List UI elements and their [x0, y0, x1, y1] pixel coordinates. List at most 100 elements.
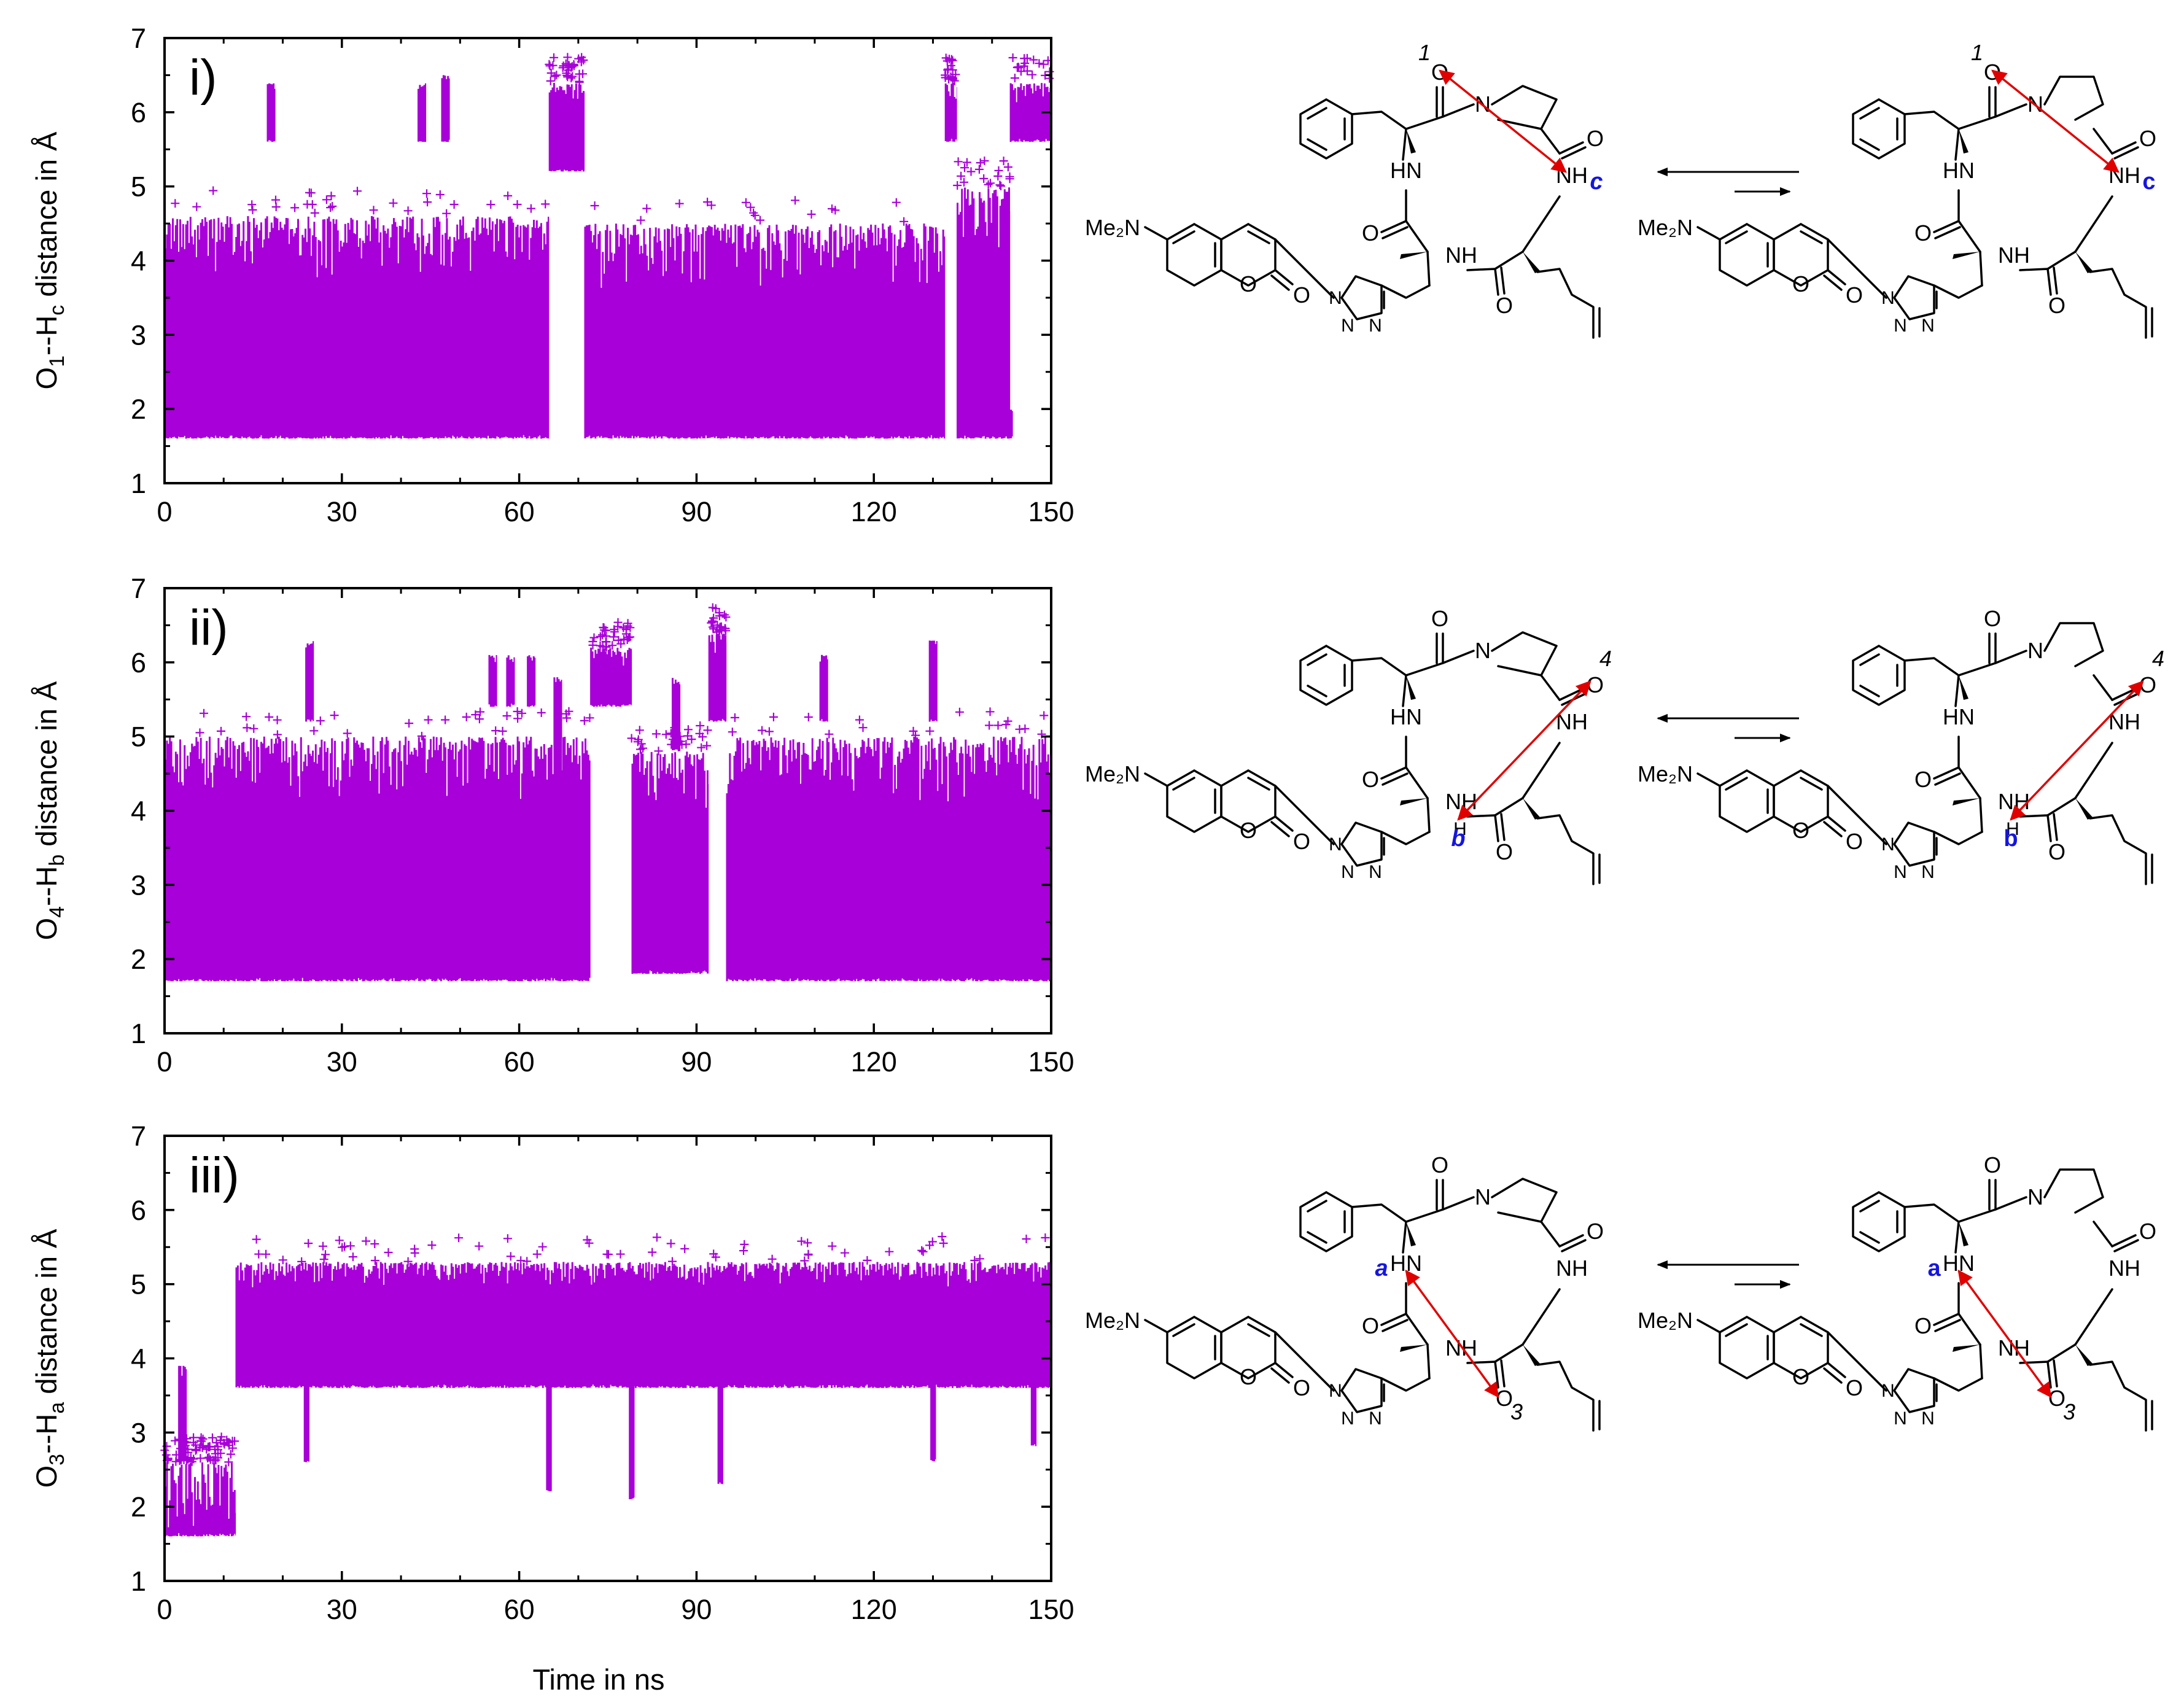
hydrogen-letter-label: c	[2142, 169, 2155, 195]
proline-ring-folded	[1491, 1178, 1558, 1223]
scatter-excursion-3	[506, 655, 515, 707]
y-tick-label: 1	[131, 1018, 146, 1049]
amide-nh-bottom: NH	[1998, 243, 2030, 268]
amide-hydrogen: H	[1453, 819, 1467, 839]
y-tick-label: 7	[131, 23, 146, 54]
scatter-dip-5	[930, 1358, 936, 1462]
phenyl-double-bond	[1307, 1200, 1327, 1213]
ring-oxygen: O	[1792, 1364, 1809, 1389]
amide-nh-right: NH	[2108, 163, 2140, 188]
backbone-top	[1957, 650, 2027, 677]
backbone-bottom	[1405, 1313, 1429, 1346]
x-tick-label: 30	[327, 1046, 357, 1077]
lactone-carbonyl-double	[1823, 1367, 1843, 1384]
coumarin-double	[1725, 777, 1748, 791]
x-tick-label: 0	[157, 1594, 172, 1625]
proline-nitrogen: N	[2027, 1184, 2043, 1209]
phenyl-double-bond	[1859, 653, 1880, 666]
stereo-wedge	[1523, 252, 1540, 273]
equilibrium-arrows-2	[1657, 713, 1799, 743]
triazole-ring	[1340, 275, 1383, 320]
proline-nitrogen: N	[1475, 638, 1491, 663]
proline-carbonyl-oxygen: O	[1587, 672, 1604, 697]
scatter-outliers	[171, 53, 1054, 226]
coumarin-double	[1800, 777, 1823, 791]
y-tick-label: 4	[131, 796, 146, 827]
lactone-carbonyl	[1827, 269, 1846, 285]
stereo-wedge	[1406, 675, 1416, 700]
carbonyl-oxygen-bottom: O	[2048, 839, 2065, 864]
ch2-bond	[1426, 1343, 1431, 1380]
scatter-outliers	[160, 1232, 1050, 1467]
hbond-arrow	[1405, 1270, 1499, 1398]
scatter-excursion-4	[527, 655, 536, 707]
y-axis-title-part: --H	[30, 1414, 63, 1454]
scatter-segment-3	[584, 223, 946, 439]
carbonyl-oxygen: O	[1431, 606, 1448, 631]
ring-oxygen: O	[1240, 818, 1257, 843]
backbone-right	[2074, 742, 2113, 799]
oxygen-number-label: 4	[2152, 646, 2164, 671]
y-tick-label: 1	[131, 468, 146, 499]
x-tick-label: 60	[504, 1046, 535, 1077]
amide-hydrogen: H	[2006, 819, 2019, 839]
backbone-bottom	[2046, 1343, 2077, 1363]
methyl-hash	[1953, 798, 1980, 805]
backbone-bottom	[1957, 766, 1981, 799]
y-tick-label: 1	[131, 1566, 146, 1597]
proline-carbonyl-oxygen: O	[1587, 1219, 1604, 1244]
coumarin-benzo-ring	[1166, 769, 1222, 833]
linker-bond	[1380, 284, 1431, 299]
phenyl-double-bond	[1307, 685, 1327, 697]
carbonyl-oxygen-left: O	[1362, 1313, 1379, 1338]
amide-nh-right: NH	[1556, 1256, 1588, 1281]
dimethylamino-label: Me₂N	[1085, 761, 1140, 786]
benzyl-bond	[1903, 657, 1960, 677]
stereo-wedge	[1959, 1222, 1968, 1246]
x-tick-label: 90	[681, 1594, 712, 1625]
backbone-left	[1954, 674, 1960, 707]
carbonyl-bond	[1380, 220, 1407, 233]
coumarin-benzo-ring	[1166, 223, 1222, 287]
x-tick-label: 60	[504, 1594, 535, 1625]
y-axis-title: O3--Ha distance in Å	[30, 1229, 69, 1488]
y-tick-label: 6	[131, 1195, 146, 1226]
stereo-wedge	[2075, 798, 2093, 820]
y-axis-title-part: --H	[30, 866, 63, 906]
carbonyl-oxygen-bottom: O	[1496, 839, 1513, 864]
x-tick-label: 120	[851, 1594, 897, 1625]
y-axis-title: O4--Hb distance in Å	[30, 681, 69, 940]
scatter-segment-2	[235, 1262, 1052, 1388]
scatter-dip-4	[717, 1359, 723, 1485]
oxygen-number-label: 3	[1510, 1399, 1523, 1424]
scatter-dip-2	[546, 1358, 552, 1492]
carbonyl-bond	[1380, 1313, 1407, 1326]
dimethylamino-label: Me₂N	[1638, 761, 1693, 786]
backbone-right	[2074, 1288, 2113, 1346]
benzyl-bond	[1903, 1203, 1960, 1223]
x-tick-label: 150	[1028, 496, 1074, 527]
carbonyl-bond	[1494, 1361, 1499, 1389]
backbone-bottom	[1494, 1343, 1524, 1363]
scatter-segment-3	[631, 751, 709, 974]
hydrogen-letter-label: b	[2003, 826, 2018, 852]
backbone-right	[1521, 1288, 1561, 1346]
amide-hn-left: HN	[1390, 704, 1422, 729]
scatter-excursion-2	[418, 83, 427, 142]
stereo-wedge	[1959, 675, 1968, 700]
scatter-segment-5	[957, 187, 1011, 439]
lactone-carbonyl-double	[1270, 274, 1290, 291]
scatter-excursion-2	[488, 654, 497, 707]
backbone-bottom	[2046, 797, 2077, 817]
backbone-top	[1405, 650, 1475, 677]
y-tick-label: 6	[131, 647, 146, 678]
carbonyl-double	[1561, 146, 1587, 160]
hbond-arrow	[1957, 1270, 2052, 1398]
carbonyl-bond	[2111, 1234, 2137, 1248]
triazole-n1: N	[1881, 288, 1895, 308]
y-tick-label: 4	[131, 1343, 146, 1375]
outlier-markers	[195, 603, 1049, 756]
backbone-left	[1954, 128, 1960, 161]
x-tick-label: 0	[157, 1046, 172, 1077]
triazole-ring	[1893, 1368, 1935, 1413]
